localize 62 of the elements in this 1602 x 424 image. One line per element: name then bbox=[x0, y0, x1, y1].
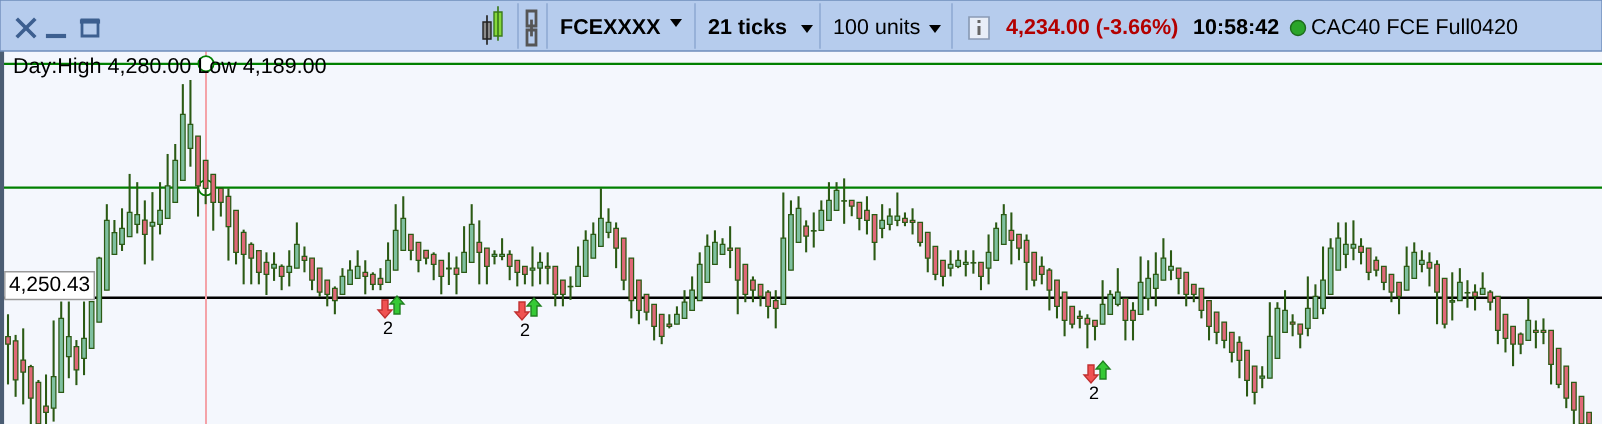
candlestick bbox=[879, 203, 886, 240]
candlestick bbox=[81, 300, 87, 377]
candlestick bbox=[293, 221, 300, 270]
candlestick bbox=[689, 275, 696, 312]
candlestick bbox=[1016, 233, 1022, 262]
candlestick bbox=[309, 257, 315, 292]
candlestick bbox=[765, 289, 772, 320]
candlestick bbox=[1380, 265, 1387, 292]
candlestick bbox=[575, 245, 582, 288]
text: 4,234.00 (-3.66%) bbox=[1006, 18, 1178, 39]
candlestick bbox=[1304, 275, 1311, 338]
candlestick bbox=[803, 219, 810, 254]
candlestick bbox=[1092, 319, 1098, 342]
text: 100 units bbox=[834, 18, 920, 35]
candlestick bbox=[1510, 325, 1516, 368]
annotation: 2 bbox=[1089, 386, 1099, 399]
candlestick bbox=[445, 251, 452, 287]
candlestick bbox=[119, 207, 125, 253]
candlestick bbox=[1456, 267, 1463, 302]
candlestick bbox=[1396, 281, 1402, 316]
chart-title: CAC40 FCE Full0420 bbox=[1312, 18, 1518, 35]
candlestick bbox=[1464, 279, 1471, 309]
candlestick bbox=[727, 225, 734, 270]
candlestick bbox=[1168, 249, 1174, 282]
annotation: 4,250.43 bbox=[9, 276, 90, 294]
candlestick bbox=[1358, 237, 1364, 266]
candlestick bbox=[499, 237, 505, 262]
text: FCEXXXX bbox=[561, 18, 661, 35]
candlestick bbox=[385, 241, 391, 284]
candlestick bbox=[940, 259, 946, 288]
candlestick bbox=[559, 279, 566, 308]
candlestick bbox=[1418, 249, 1425, 274]
text: 10:58:42 bbox=[1194, 18, 1279, 35]
candlestick bbox=[826, 181, 832, 222]
candlestick bbox=[483, 247, 490, 286]
annotation: 2 bbox=[520, 323, 530, 336]
text: 21 ticks bbox=[708, 18, 787, 35]
candlestick bbox=[1130, 301, 1136, 342]
candlestick bbox=[43, 373, 49, 424]
candlestick bbox=[1282, 289, 1288, 334]
candlestick bbox=[750, 275, 756, 304]
candlestick bbox=[1472, 283, 1478, 312]
candlestick bbox=[712, 229, 718, 266]
candlestick bbox=[613, 221, 620, 270]
annotation: 2 bbox=[383, 321, 393, 334]
candlestick bbox=[347, 259, 353, 286]
candlestick bbox=[1342, 221, 1349, 270]
candlestick bbox=[407, 233, 414, 262]
candlestick bbox=[5, 313, 11, 386]
candlestick bbox=[271, 251, 277, 282]
candlestick bbox=[651, 303, 658, 342]
candlestick bbox=[917, 221, 924, 248]
candlestick bbox=[978, 261, 984, 292]
candlestick bbox=[864, 195, 870, 236]
candlestick bbox=[255, 249, 262, 286]
candlestick bbox=[537, 251, 544, 286]
candlestick bbox=[217, 187, 224, 218]
candlestick bbox=[461, 225, 467, 274]
candlestick bbox=[331, 285, 338, 316]
candlestick bbox=[157, 181, 163, 236]
candlestick bbox=[1532, 319, 1539, 350]
candlestick bbox=[841, 177, 848, 225]
